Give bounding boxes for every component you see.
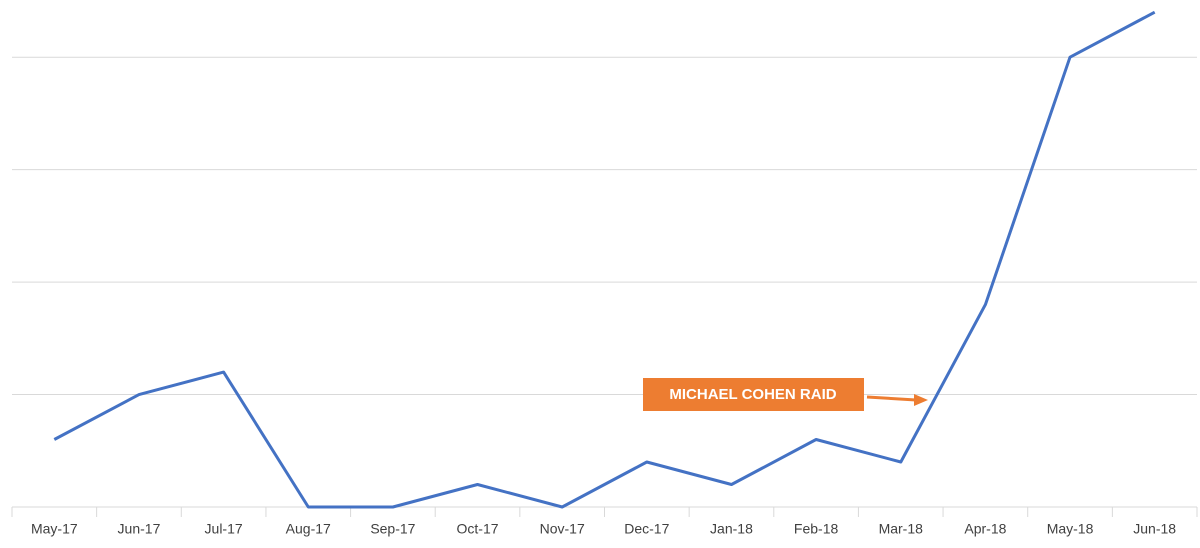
x-tick-label: Sep-17 — [370, 521, 415, 537]
x-tick-label: Mar-18 — [879, 521, 924, 537]
x-tick-label: Oct-17 — [457, 521, 499, 537]
x-tick-label: Apr-18 — [964, 521, 1006, 537]
annotation: MICHAEL COHEN RAID — [643, 378, 928, 411]
x-tick-label: May-18 — [1047, 521, 1094, 537]
x-tick-label: Jan-18 — [710, 521, 753, 537]
x-tick-label: Nov-17 — [540, 521, 585, 537]
x-tick-label: Dec-17 — [624, 521, 669, 537]
x-tick-label: Aug-17 — [286, 521, 331, 537]
x-tick-label: Jun-17 — [118, 521, 161, 537]
x-tick-label: Jul-17 — [205, 521, 243, 537]
annotation-arrowhead — [914, 394, 928, 406]
annotation-arrow — [866, 395, 917, 402]
x-tick-label: Jun-18 — [1133, 521, 1176, 537]
x-tick-label: May-17 — [31, 521, 78, 537]
annotation-text: MICHAEL COHEN RAID — [669, 386, 836, 403]
annotation-box — [643, 378, 864, 411]
x-tick-label: Feb-18 — [794, 521, 839, 537]
data-line — [53, 10, 1156, 509]
